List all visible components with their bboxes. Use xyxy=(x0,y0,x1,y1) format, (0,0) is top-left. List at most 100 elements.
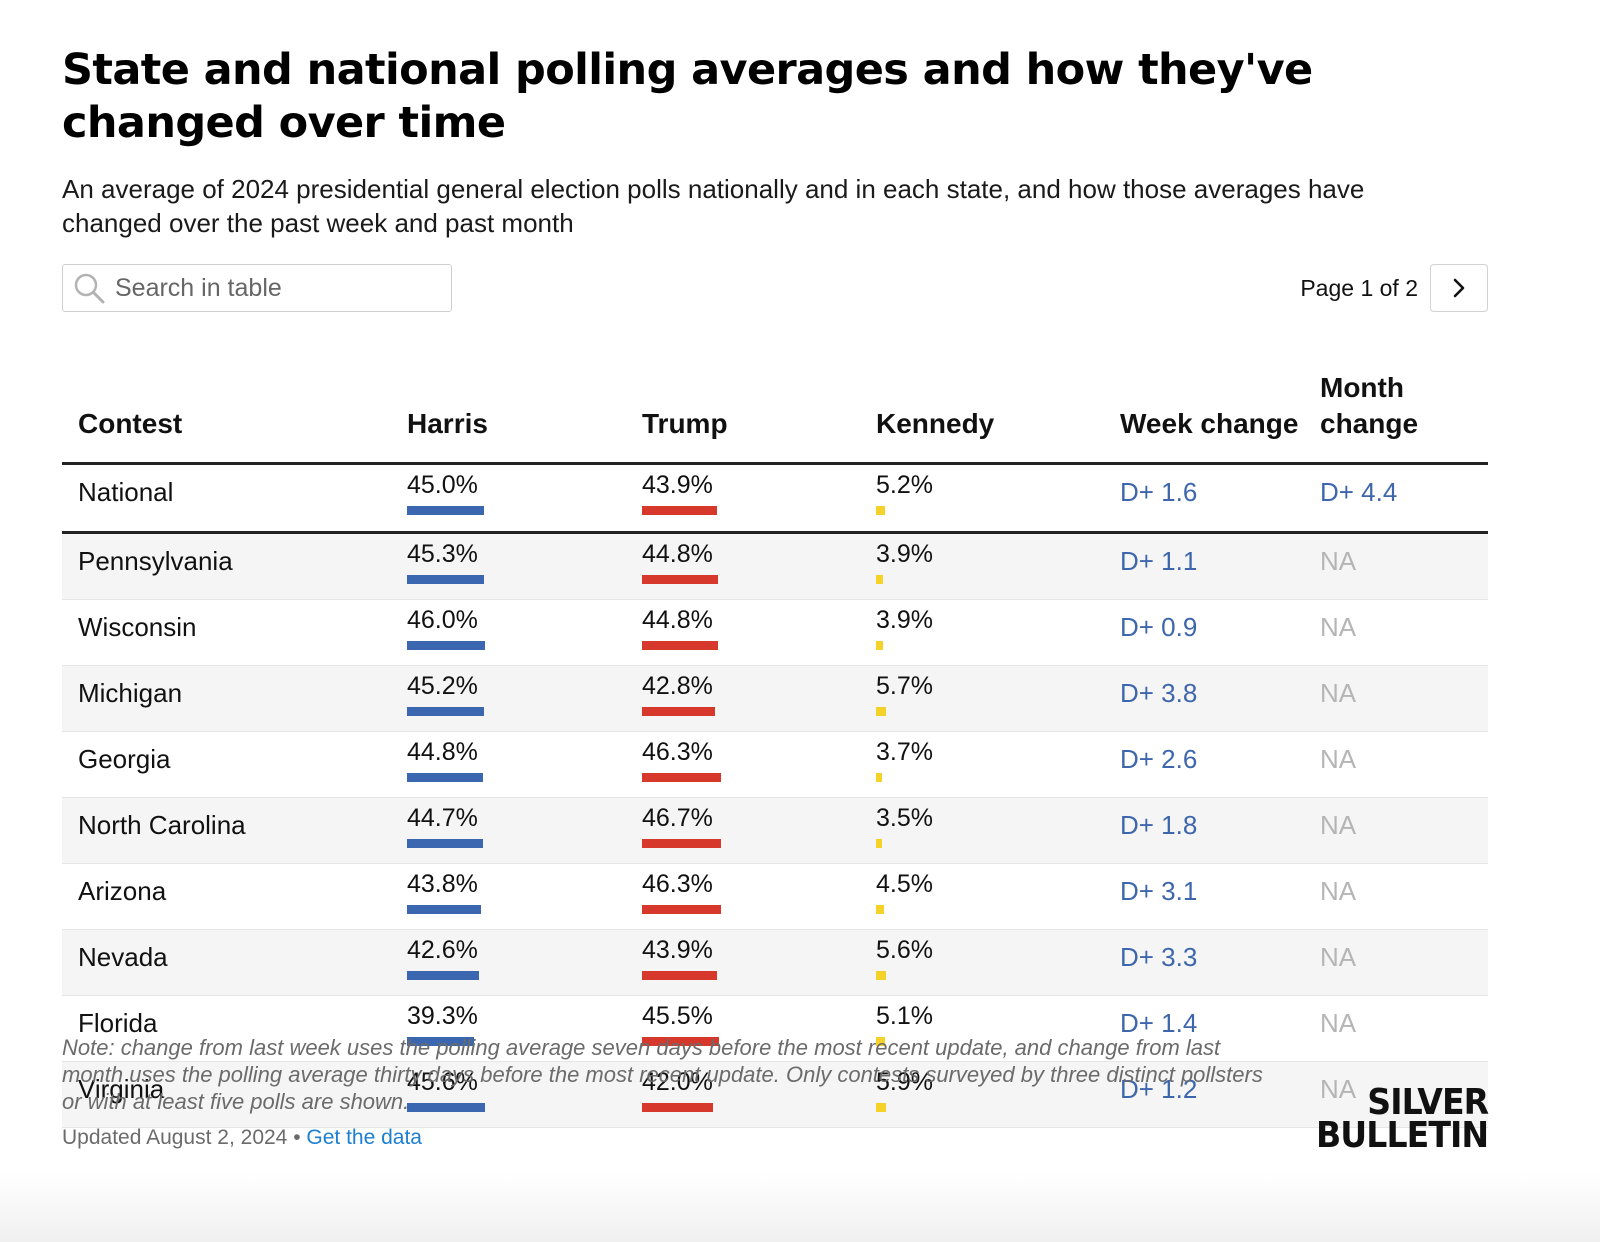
table-row: Nevada 42.6% 43.9% 5.6% D+ 3.3 NA xyxy=(62,929,1488,996)
kennedy-value: 3.7% xyxy=(876,738,933,766)
trump-value: 43.9% xyxy=(642,936,713,964)
week-change-value: D+ 2.6 xyxy=(1104,731,1304,798)
kennedy-bar xyxy=(876,707,886,716)
column-header-trump[interactable]: Trump xyxy=(626,370,860,465)
harris-cell: 46.0% xyxy=(391,599,626,666)
kennedy-value: 5.2% xyxy=(876,471,933,499)
harris-bar xyxy=(407,506,484,515)
get-data-link[interactable]: Get the data xyxy=(306,1126,422,1149)
kennedy-cell: 5.2% xyxy=(860,463,1104,534)
kennedy-bar xyxy=(876,575,883,584)
table-row: Florida 39.3% 45.5% 5.1% D+ 1.4 NA xyxy=(62,995,1488,1062)
harris-value: 45.6% xyxy=(407,1068,478,1096)
month-change-value: D+ 4.4 xyxy=(1304,463,1488,534)
month-change-value: NA xyxy=(1304,863,1488,930)
contest-name: Pennsylvania xyxy=(62,532,391,600)
trump-value: 46.3% xyxy=(642,870,713,898)
week-change-value: D+ 1.6 xyxy=(1104,463,1304,534)
silver-bulletin-logo: SILVER BULLETIN xyxy=(1316,1082,1489,1154)
harris-value: 45.2% xyxy=(407,672,478,700)
harris-bar xyxy=(407,575,484,584)
page-indicator: Page 1 of 2 xyxy=(1300,274,1418,301)
harris-cell: 43.8% xyxy=(391,863,626,930)
kennedy-cell: 3.9% xyxy=(860,532,1104,600)
trump-bar xyxy=(642,641,719,650)
table-row: Pennsylvania 45.3% 44.8% 3.9% D+ 1.1 NA xyxy=(62,532,1488,600)
harris-bar xyxy=(407,641,486,650)
kennedy-bar xyxy=(876,1103,887,1112)
harris-cell: 45.3% xyxy=(391,532,626,600)
trump-bar xyxy=(642,773,721,782)
table-body: National 45.0% 43.9% 5.2% D+ 1.6 D+ 4.4 Pennsy… xyxy=(62,463,1488,1128)
search-input[interactable]: Search in table xyxy=(115,273,282,302)
harris-bar xyxy=(407,707,484,716)
month-change-value: NA xyxy=(1304,731,1488,798)
column-header-contest[interactable]: Contest xyxy=(62,370,391,465)
kennedy-bar xyxy=(876,905,884,914)
trump-cell: 42.8% xyxy=(626,665,860,732)
contest-name: National xyxy=(62,463,391,534)
contest-name: Arizona xyxy=(62,863,391,930)
table-header-row: Contest Harris Trump Kennedy Week change… xyxy=(62,370,1488,465)
kennedy-value: 5.9% xyxy=(876,1068,933,1096)
contest-name: Wisconsin xyxy=(62,599,391,666)
column-header-month-change[interactable]: Month change xyxy=(1304,370,1488,465)
month-change-value: NA xyxy=(1304,599,1488,666)
table-controls: Search in table Page 1 of 2 xyxy=(62,264,1488,314)
column-header-harris[interactable]: Harris xyxy=(391,370,626,465)
harris-cell: 45.0% xyxy=(391,463,626,534)
contest-name: Florida xyxy=(62,995,391,1062)
kennedy-cell: 3.7% xyxy=(860,731,1104,798)
kennedy-value: 5.1% xyxy=(876,1002,933,1030)
trump-cell: 43.9% xyxy=(626,463,860,534)
table-row: North Carolina 44.7% 46.7% 3.5% D+ 1.8 NA xyxy=(62,797,1488,864)
next-page-button[interactable] xyxy=(1430,264,1488,312)
kennedy-value: 5.6% xyxy=(876,936,933,964)
kennedy-cell: 4.5% xyxy=(860,863,1104,930)
harris-bar xyxy=(407,1037,474,1046)
week-change-value: D+ 1.1 xyxy=(1104,532,1304,600)
harris-cell: 39.3% xyxy=(391,995,626,1062)
harris-value: 45.0% xyxy=(407,471,478,499)
contest-name: North Carolina xyxy=(62,797,391,864)
harris-value: 45.3% xyxy=(407,540,478,568)
week-change-value: D+ 1.8 xyxy=(1104,797,1304,864)
column-header-kennedy[interactable]: Kennedy xyxy=(860,370,1104,465)
harris-cell: 44.7% xyxy=(391,797,626,864)
month-change-value: NA xyxy=(1304,532,1488,600)
trump-value: 42.8% xyxy=(642,672,713,700)
chevron-right-icon xyxy=(1453,278,1465,298)
chart-container: State and national polling averages and … xyxy=(62,44,1488,1128)
trump-cell: 45.5% xyxy=(626,995,860,1062)
trump-bar xyxy=(642,839,722,848)
trump-value: 45.5% xyxy=(642,1002,713,1030)
logo-line-1: SILVER xyxy=(1367,1082,1489,1123)
kennedy-bar xyxy=(876,971,886,980)
kennedy-value: 3.9% xyxy=(876,606,933,634)
column-header-week-change[interactable]: Week change xyxy=(1104,370,1304,465)
kennedy-cell: 3.9% xyxy=(860,599,1104,666)
page-title: State and national polling averages and … xyxy=(62,45,1313,148)
contest-name: Georgia xyxy=(62,731,391,798)
kennedy-bar xyxy=(876,641,883,650)
trump-cell: 44.8% xyxy=(626,599,860,666)
updated-date: Updated August 2, 2024 xyxy=(62,1126,288,1149)
harris-cell: 45.2% xyxy=(391,665,626,732)
trump-cell: 46.7% xyxy=(626,797,860,864)
subtitle: An average of 2024 presidential general … xyxy=(62,174,1365,238)
search-box[interactable]: Search in table xyxy=(62,264,452,312)
table-row: Arizona 43.8% 46.3% 4.5% D+ 3.1 NA xyxy=(62,863,1488,930)
kennedy-value: 5.7% xyxy=(876,672,933,700)
harris-value: 46.0% xyxy=(407,606,478,634)
month-change-value: NA xyxy=(1304,929,1488,996)
kennedy-value: 3.9% xyxy=(876,540,933,568)
kennedy-cell: 5.7% xyxy=(860,665,1104,732)
bottom-fade xyxy=(0,1172,1600,1242)
month-change-value: NA xyxy=(1304,995,1488,1062)
trump-value: 46.7% xyxy=(642,804,713,832)
week-change-value: D+ 3.8 xyxy=(1104,665,1304,732)
trump-value: 43.9% xyxy=(642,471,713,499)
week-change-value: D+ 3.3 xyxy=(1104,929,1304,996)
harris-value: 42.6% xyxy=(407,936,478,964)
kennedy-cell: 3.5% xyxy=(860,797,1104,864)
